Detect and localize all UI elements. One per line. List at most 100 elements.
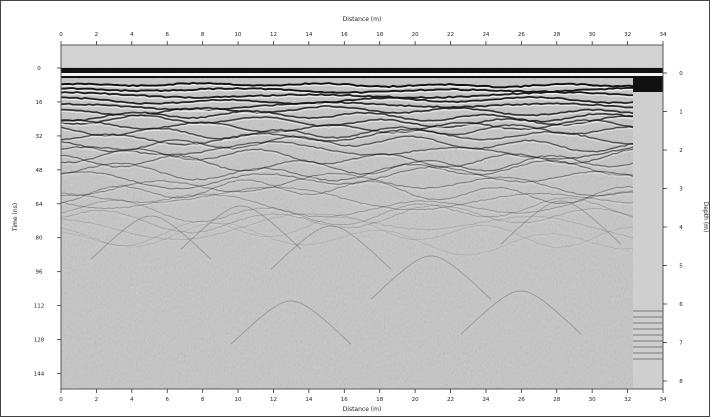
top-band (61, 45, 663, 67)
diffraction-hyperbola (180, 205, 302, 250)
right-tick-label: 5 (679, 264, 683, 270)
right-axis-title: Depth (m) (702, 202, 709, 233)
reflector-dark (61, 179, 662, 205)
reflector-dark (61, 118, 662, 134)
top-tick-label: 26 (518, 32, 525, 38)
reflector-light (61, 137, 662, 155)
reflector-dark (61, 109, 662, 123)
reflector-dark (61, 148, 662, 168)
top-tick-label: 18 (376, 32, 383, 38)
reflector-dark (61, 86, 662, 94)
diffraction-hyperbola (270, 225, 392, 270)
diffraction-hyperbola (370, 255, 492, 300)
left-tick-label: 96 (36, 270, 43, 276)
top-tick-label: 8 (201, 32, 205, 38)
right-strip (633, 78, 663, 389)
reflector-dark (61, 217, 662, 248)
left-tick-label: 32 (36, 134, 43, 140)
reflector-dark (61, 105, 661, 117)
top-tick-label: 10 (235, 32, 242, 38)
reflector-dark (61, 204, 662, 234)
bottom-tick-label: 2 (95, 397, 99, 403)
reflector-dark (61, 95, 662, 105)
reflector-light (61, 116, 662, 130)
bottom-tick-label: 6 (165, 397, 169, 403)
left-tick-label: 48 (36, 168, 43, 174)
top-tick-label: 34 (660, 32, 667, 38)
top-tick-label: 32 (624, 32, 631, 38)
top-tick-label: 20 (412, 32, 419, 38)
top-tick-label: 16 (341, 32, 348, 38)
reflector-light (61, 218, 662, 250)
reflector-dark (61, 222, 662, 256)
reflector-light (61, 111, 662, 125)
diffraction-hyperbola (90, 215, 212, 260)
direct-wave-band (61, 68, 663, 73)
plot-border (60, 44, 664, 390)
reflector-light (61, 156, 662, 177)
reflector-light (61, 150, 662, 170)
reflector-dark (61, 186, 662, 211)
reflector-light (61, 224, 662, 257)
reflector-light (61, 193, 662, 219)
bottom-tick-label: 4 (130, 397, 134, 403)
bottom-tick-label: 8 (201, 397, 205, 403)
right-axis: 0 1 2 3 4 5 6 7 8 (663, 71, 683, 385)
bottom-tick-label: 18 (376, 397, 383, 403)
left-axis-title: Time (ns) (12, 203, 19, 232)
diffraction-hyperbola (460, 290, 582, 335)
bottom-tick-label: 32 (624, 397, 631, 403)
reflector-dark (61, 81, 662, 89)
right-tick-label: 8 (679, 379, 683, 385)
right-tick-label: 3 (679, 187, 683, 193)
bottom-axis-title: Distance (m) (343, 406, 382, 413)
reflector-light (61, 93, 662, 101)
direct-wave-band (61, 76, 663, 78)
diffraction-hyperbola (500, 200, 622, 245)
bottom-tick-label: 10 (235, 397, 242, 403)
bottom-axis: 0 2 4 6 8 10 12 14 16 18 20 22 24 26 28 30 32 34 (59, 389, 667, 403)
top-tick-label: 22 (447, 32, 454, 38)
left-tick-label: 64 (36, 202, 43, 208)
reflector-dark (61, 114, 662, 129)
reflector-light (61, 181, 662, 206)
right-tick-label: 6 (679, 302, 683, 308)
top-tick-label: 2 (95, 32, 99, 38)
noise-texture (61, 45, 663, 389)
direct-wave-band (61, 73, 663, 76)
reflector-light (61, 206, 662, 236)
reflector-light (61, 188, 662, 212)
top-axis: 0 2 4 6 8 10 12 14 16 18 20 22 24 26 28 30 32 34 (59, 32, 667, 45)
bottom-tick-label: 34 (660, 397, 667, 403)
reflector-dark (61, 154, 662, 175)
left-axis: 0 16 32 48 64 80 96 112 128 144 (34, 66, 61, 378)
right-tick-label: 2 (679, 148, 683, 154)
left-tick-label: 0 (37, 66, 41, 72)
top-tick-label: 12 (270, 32, 277, 38)
bottom-tick-label: 22 (447, 397, 454, 403)
reflector-dark (61, 166, 662, 190)
right-tick-label: 7 (679, 341, 683, 347)
reflector-dark (61, 128, 662, 146)
reflector-light (61, 161, 662, 184)
top-axis-title: Distance (m) (343, 16, 382, 23)
left-tick-label: 144 (34, 372, 45, 378)
reflector-dark (61, 123, 662, 140)
bottom-tick-label: 28 (553, 397, 560, 403)
left-tick-label: 128 (34, 338, 45, 344)
reflector-dark (61, 91, 662, 99)
bottom-tick-label: 24 (482, 397, 489, 403)
top-tick-label: 24 (482, 32, 489, 38)
top-tick-label: 28 (553, 32, 560, 38)
bottom-tick-label: 0 (59, 397, 63, 403)
reflector-dark (61, 159, 662, 182)
bottom-tick-label: 30 (589, 397, 596, 403)
reflector-dark (61, 101, 662, 111)
reflector-light (61, 98, 662, 107)
reflector-light (61, 215, 662, 243)
left-tick-label: 80 (36, 236, 43, 242)
reflector-light (61, 83, 662, 90)
bottom-tick-label: 20 (412, 397, 419, 403)
